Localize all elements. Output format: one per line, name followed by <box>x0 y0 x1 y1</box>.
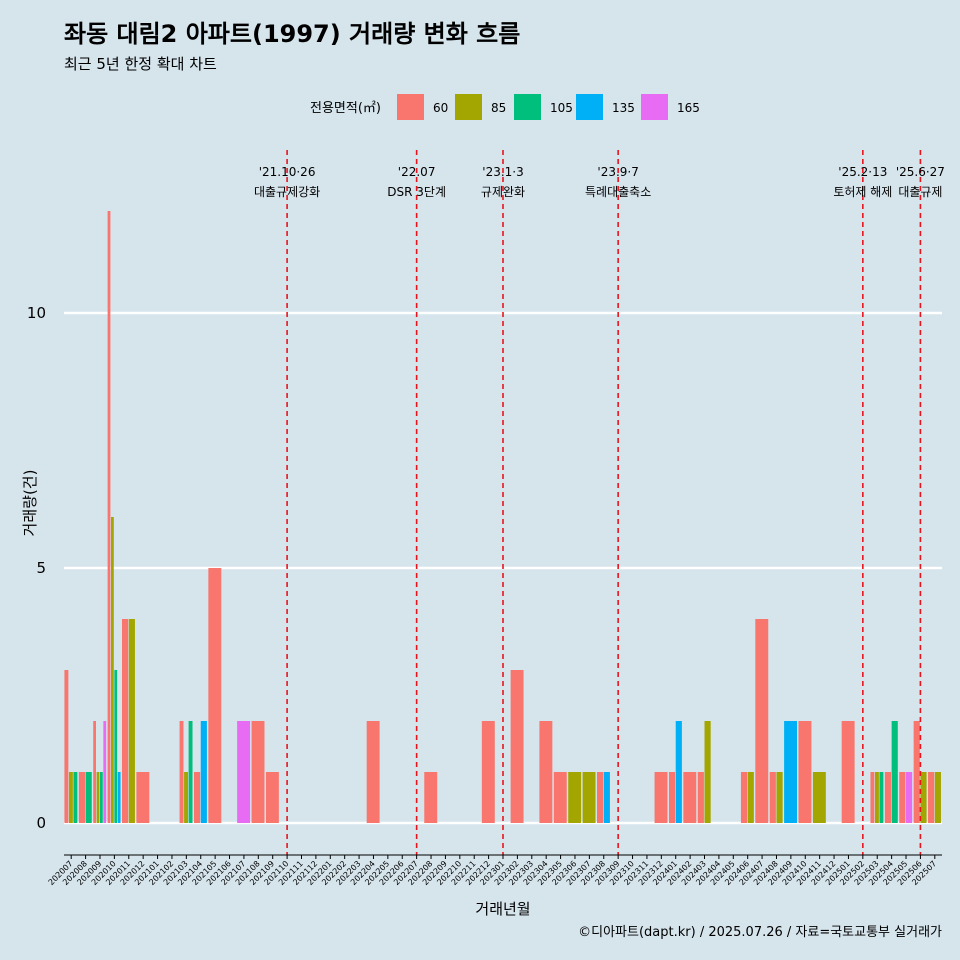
bar-202104-60 <box>193 772 201 823</box>
bar-202011-85 <box>128 619 135 823</box>
legend-swatch-85 <box>455 94 482 120</box>
bar-202402-60 <box>683 772 697 823</box>
event-label-202502: 토허제 해제 <box>833 185 892 199</box>
bar-202401-60 <box>668 772 676 823</box>
bar-202501-60 <box>841 721 855 823</box>
bar-202010-135 <box>117 772 121 823</box>
bar-202208-60 <box>424 772 438 823</box>
bar-202104-135 <box>200 721 207 823</box>
bar-202507-85 <box>934 772 941 823</box>
legend-label-85: 85 <box>491 101 506 115</box>
bar-202411-85 <box>812 772 826 823</box>
y-tick-label-5: 5 <box>36 559 46 577</box>
event-label-202110: 대출규제강화 <box>254 185 320 199</box>
bar-202204-60 <box>366 721 380 823</box>
bar-202012-60 <box>136 772 150 823</box>
source-caption: ©디아파트(dapt.kr) / 2025.07.26 / 자료=국토교통부 실… <box>578 925 942 940</box>
legend-swatch-105 <box>514 94 541 120</box>
bar-202011-60 <box>122 619 129 823</box>
bar-202503-105 <box>879 772 884 823</box>
event-label-202506: 대출규제 <box>898 185 942 199</box>
event-date-202110: '21.10·26 <box>259 165 316 179</box>
bar-202503-85 <box>874 772 879 823</box>
bar-202007-85 <box>68 772 73 823</box>
bar-202010-60 <box>107 211 111 823</box>
bar-202409-135 <box>784 721 798 823</box>
bar-202503-60 <box>870 772 875 823</box>
bar-202507-60 <box>928 772 935 823</box>
legend-label-60: 60 <box>433 101 448 115</box>
bar-202312-60 <box>654 772 668 823</box>
event-label-202309: 특례대출축소 <box>585 185 651 199</box>
bar-202007-60 <box>64 670 69 823</box>
bar-202308-135 <box>603 772 610 823</box>
bar-202506-85 <box>920 772 927 823</box>
event-date-202506: '25.6·27 <box>896 165 945 179</box>
bar-202306-85 <box>568 772 582 823</box>
event-markers: '21.10·26 대출규제강화 '22.07 DSR 3단계 '23.1·3 규제완화 '… <box>254 150 945 855</box>
legend-swatch-60 <box>397 94 424 120</box>
legend-label-105: 105 <box>550 101 573 115</box>
bar-202406-60 <box>740 772 748 823</box>
bar-202103-60 <box>179 721 184 823</box>
legend-swatch-135 <box>576 94 603 120</box>
bar-202403-60 <box>697 772 704 823</box>
y-tick-label-0: 0 <box>36 814 46 832</box>
bar-202408-60 <box>769 772 776 823</box>
bar-202504-105 <box>891 721 898 823</box>
bar-202109-60 <box>265 772 279 823</box>
legend-title: 전용면적(㎡) <box>310 101 381 116</box>
bar-202307-85 <box>582 772 596 823</box>
bar-202010-85 <box>110 517 114 823</box>
legend-label-135: 135 <box>612 101 635 115</box>
bar-202403-85 <box>704 721 711 823</box>
bars <box>64 211 941 823</box>
bar-202505-165 <box>906 772 913 823</box>
bar-202506-60 <box>913 721 920 823</box>
event-date-202301: '23.1·3 <box>482 165 523 179</box>
bar-202302-60 <box>510 670 524 823</box>
bar-202107-165 <box>237 721 251 823</box>
bar-202009-85 <box>96 772 100 823</box>
bar-202505-60 <box>899 772 906 823</box>
event-date-202309: '23.9·7 <box>597 165 638 179</box>
bar-202108-60 <box>251 721 265 823</box>
bar-202103-105 <box>188 721 193 823</box>
event-date-202502: '25.2·13 <box>838 165 887 179</box>
bar-202304-60 <box>539 721 553 823</box>
bar-202009-60 <box>93 721 97 823</box>
bar-202010-105 <box>114 670 118 823</box>
x-axis-title: 거래년월 <box>475 900 530 918</box>
bar-202009-165 <box>103 721 107 823</box>
bar-202008-60 <box>78 772 85 823</box>
bar-202008-105 <box>85 772 92 823</box>
event-label-202301: 규제완화 <box>481 185 525 199</box>
legend-swatch-165 <box>641 94 668 120</box>
event-date-202207: '22.07 <box>398 165 436 179</box>
bar-202212-60 <box>481 721 495 823</box>
legend-label-165: 165 <box>677 101 700 115</box>
y-tick-label-10: 10 <box>27 304 46 322</box>
bar-202504-60 <box>884 772 892 823</box>
bar-202305-60 <box>553 772 567 823</box>
bar-202401-135 <box>675 721 682 823</box>
y-axis-title: 거래량(건) <box>21 470 39 537</box>
bar-202410-60 <box>798 721 812 823</box>
bar-202103-85 <box>184 772 188 823</box>
bar-202406-85 <box>747 772 754 823</box>
bar-202007-105 <box>73 772 78 823</box>
event-label-202207: DSR 3단계 <box>387 185 446 199</box>
x-axis: 2020072020082020092020102020112020122021… <box>47 854 942 887</box>
bar-202407-60 <box>755 619 769 823</box>
bar-202308-60 <box>596 772 604 823</box>
chart-title: 좌동 대림2 아파트(1997) 거래량 변화 흐름 <box>64 20 520 48</box>
chart-subtitle: 최근 5년 한정 확대 차트 <box>64 55 217 73</box>
bar-202105-60 <box>208 568 222 823</box>
y-axis: 0 5 10 <box>27 304 46 832</box>
bar-202408-85 <box>776 772 783 823</box>
bar-202009-105 <box>99 772 103 823</box>
legend: 전용면적(㎡) 60 85 105 135 165 <box>310 94 700 120</box>
